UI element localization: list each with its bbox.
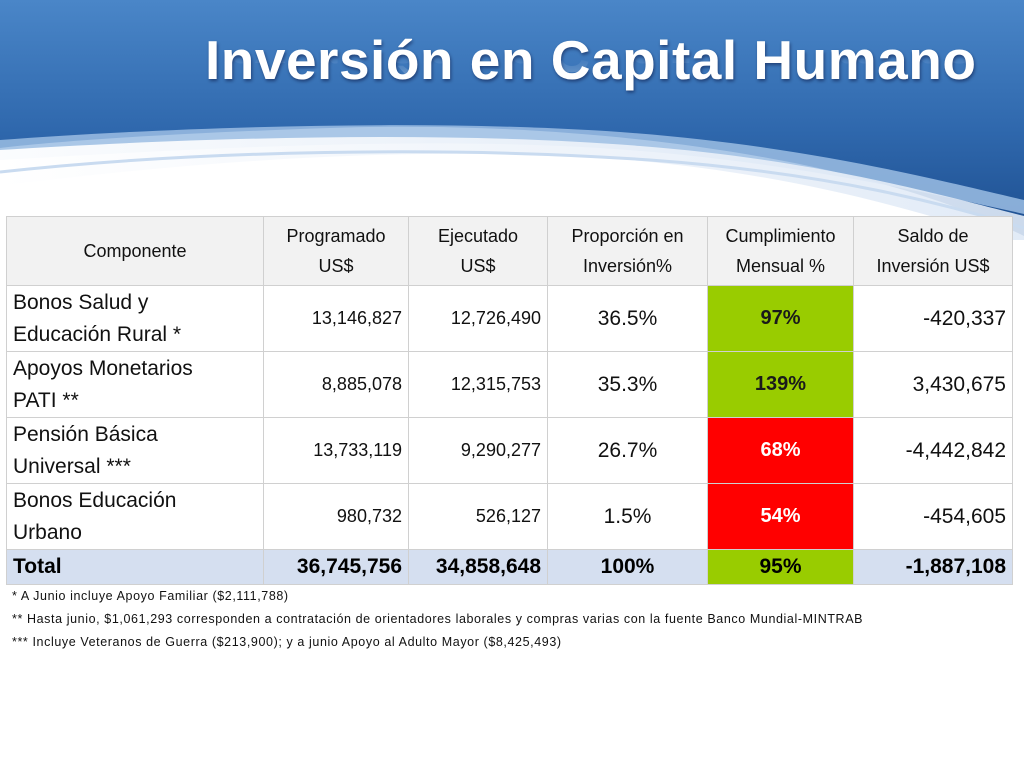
cell-cumplimiento: 68% [707, 417, 854, 484]
header-banner [0, 0, 1024, 240]
footnote: * A Junio incluye Apoyo Familiar ($2,111… [12, 589, 289, 603]
total-proporcion: 100% [547, 549, 708, 585]
cell-componente: Apoyos Monetarios PATI ** [6, 351, 264, 418]
cell-cumplimiento: 139% [707, 351, 854, 418]
table-total-row: Total 36,745,756 34,858,648 100% 95% -1,… [6, 549, 1013, 585]
cell-cumplimiento: 97% [707, 285, 854, 352]
cell-componente: Pensión Básica Universal *** [6, 417, 264, 484]
header-componente: Componente [6, 216, 264, 286]
cell-ejecutado: 9,290,277 [408, 417, 548, 484]
cell-saldo: -454,605 [853, 483, 1013, 550]
total-programado: 36,745,756 [263, 549, 409, 585]
cell-saldo: -4,442,842 [853, 417, 1013, 484]
total-ejecutado: 34,858,648 [408, 549, 548, 585]
header-programado: Programado US$ [263, 216, 409, 286]
slide-title-reflection: Inversión en Capital Humano [205, 57, 976, 85]
footnotes: * A Junio incluye Apoyo Familiar ($2,111… [12, 585, 863, 654]
cell-saldo: -420,337 [853, 285, 1013, 352]
cell-proporcion: 36.5% [547, 285, 708, 352]
footnote: *** Incluye Veteranos de Guerra ($213,90… [12, 635, 562, 649]
total-cumplimiento: 95% [707, 549, 854, 585]
header-proporcion: Proporción en Inversión% [547, 216, 708, 286]
cell-programado: 8,885,078 [263, 351, 409, 418]
header-cumplimiento: Cumplimiento Mensual % [707, 216, 854, 286]
cell-ejecutado: 12,726,490 [408, 285, 548, 352]
header-ejecutado: Ejecutado US$ [408, 216, 548, 286]
total-saldo: -1,887,108 [853, 549, 1013, 585]
table-row: Apoyos Monetarios PATI ** 8,885,078 12,31… [6, 351, 1013, 418]
total-label: Total [6, 549, 264, 585]
table-row: Bonos Educación Urbano 980,732 526,127 1.… [6, 483, 1013, 550]
cell-programado: 13,733,119 [263, 417, 409, 484]
cell-saldo: 3,430,675 [853, 351, 1013, 418]
cell-proporcion: 26.7% [547, 417, 708, 484]
cell-programado: 980,732 [263, 483, 409, 550]
header-saldo: Saldo de Inversión US$ [853, 216, 1013, 286]
slide-title: Inversión en Capital Humano [205, 29, 977, 91]
cell-proporcion: 35.3% [547, 351, 708, 418]
investment-table: Componente Programado US$ Ejecutado US$ Pr… [6, 216, 1013, 585]
cell-componente: Bonos Salud y Educación Rural * [6, 285, 264, 352]
cell-proporcion: 1.5% [547, 483, 708, 550]
cell-ejecutado: 526,127 [408, 483, 548, 550]
footnote: ** Hasta junio, $1,061,293 corresponden … [12, 612, 864, 626]
cell-programado: 13,146,827 [263, 285, 409, 352]
table-row: Pensión Básica Universal *** 13,733,119 9… [6, 417, 1013, 484]
cell-ejecutado: 12,315,753 [408, 351, 548, 418]
cell-cumplimiento: 54% [707, 483, 854, 550]
table-header-row: Componente Programado US$ Ejecutado US$ Pr… [6, 216, 1013, 286]
cell-componente: Bonos Educación Urbano [6, 483, 264, 550]
table-row: Bonos Salud y Educación Rural * 13,146,82… [6, 285, 1013, 352]
